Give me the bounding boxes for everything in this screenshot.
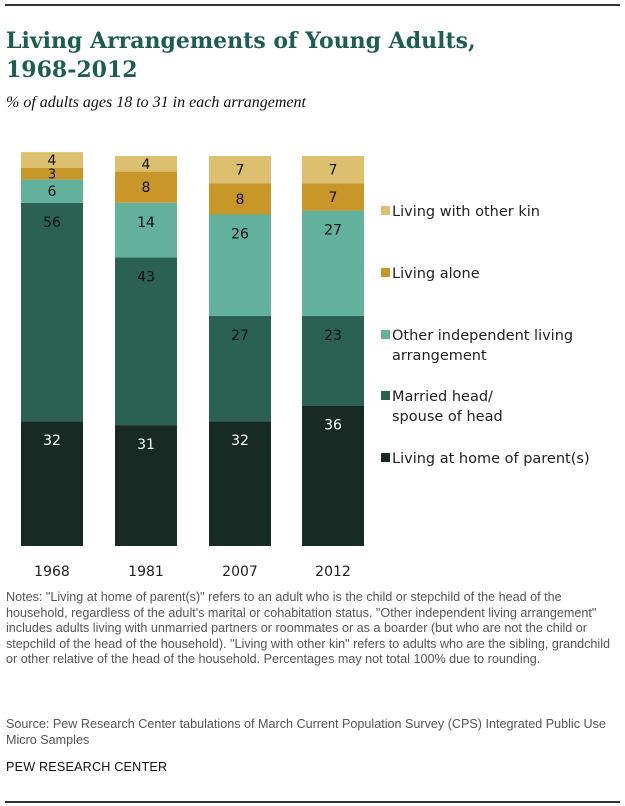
data-label-1968-living-with-other-kin: 4 (48, 153, 57, 169)
data-label-2007-other-independent-living-arrangement: 26 (231, 227, 249, 243)
bar-segment-2012-married-head-spouse-of-head (302, 315, 364, 406)
legend-label-other-independent-living-arrangement-line2: arrangement (392, 348, 487, 364)
bar-segment-2012-living-at-home-of-parent-s (302, 405, 364, 546)
chart-title: Living Arrangements of Young Adults, 196… (6, 28, 476, 83)
x-axis-labels: 1968 1981 2007 2012 (34, 564, 351, 580)
x-tick-label-2012: 2012 (315, 564, 351, 580)
bar-segment-2012-living-with-other-kin (302, 156, 364, 184)
chart-subtitle: % of adults ages 18 to 31 in each arrang… (6, 94, 306, 111)
legend-swatch-other-independent-living-arrangement (381, 330, 390, 339)
organization-credit: PEW RESEARCH CENTER (6, 760, 168, 774)
x-tick-label-1981: 1981 (128, 564, 164, 580)
bar-segment-1981-other-independent-living-arrangement (115, 202, 177, 258)
data-label-2012-living-with-other-kin: 7 (329, 163, 338, 179)
data-label-1968-living-alone: 3 (48, 168, 56, 183)
x-tick-label-2007: 2007 (222, 564, 258, 580)
data-label-1968-married-head-spouse-of-head: 56 (43, 215, 61, 231)
data-label-2007-married-head-spouse-of-head: 27 (231, 328, 249, 344)
data-label-2007-living-at-home-of-parent-s: 32 (231, 433, 249, 449)
data-label-2012-other-independent-living-arrangement: 27 (324, 223, 342, 239)
bar-segment-1968-other-independent-living-arrangement (21, 179, 83, 203)
legend: Living with other kin Living alone Other i… (381, 204, 590, 467)
data-label-1968-living-at-home-of-parent-s: 32 (43, 433, 61, 449)
bar-segment-2007-other-independent-living-arrangement (209, 214, 271, 316)
bar-segment-1968-married-head-spouse-of-head (21, 202, 83, 422)
bar-segment-2012-other-independent-living-arrangement (302, 210, 364, 316)
bar-segment-2007-living-at-home-of-parent-s (209, 421, 271, 546)
legend-swatch-living-at-home-of-parent-s (381, 453, 390, 462)
bottom-rule (5, 801, 620, 803)
legend-swatch-living-with-other-kin (381, 206, 390, 215)
data-label-1981-living-alone: 8 (142, 180, 151, 196)
legend-label-living-alone: Living alone (392, 266, 480, 282)
bar-segment-2012-living-alone (302, 183, 364, 211)
data-label-1981-living-at-home-of-parent-s: 31 (137, 437, 155, 453)
legend-swatch-living-alone (381, 268, 390, 277)
bar-segment-1981-married-head-spouse-of-head (115, 257, 177, 426)
data-label-2012-married-head-spouse-of-head: 23 (324, 328, 342, 344)
legend-label-living-with-other-kin: Living with other kin (392, 204, 540, 220)
data-label-1981-living-with-other-kin: 4 (142, 157, 151, 173)
chart-notes: Notes: "Living at home of parent(s)" ref… (6, 590, 611, 666)
legend-label-married-head-spouse-of-head-line2: spouse of head (392, 409, 503, 425)
bar-segment-1968-living-alone (21, 167, 83, 180)
data-label-1981-other-independent-living-arrangement: 14 (137, 215, 155, 231)
bar-segment-2007-living-alone (209, 183, 271, 215)
bar-segment-2007-married-head-spouse-of-head (209, 315, 271, 422)
top-rule (5, 4, 620, 6)
legend-swatch-married-head-spouse-of-head (381, 391, 390, 400)
data-label-2012-living-alone: 7 (329, 190, 338, 206)
legend-label-married-head-spouse-of-head: Married head/ (392, 389, 493, 405)
bar-segment-2007-living-with-other-kin (209, 156, 271, 184)
data-label-1981-married-head-spouse-of-head: 43 (137, 269, 155, 285)
legend-label-living-at-home-of-parent-s: Living at home of parent(s) (392, 451, 590, 467)
data-label-2007-living-alone: 8 (236, 192, 245, 208)
legend-label-other-independent-living-arrangement: Other independent living (392, 328, 573, 344)
x-tick-label-1968: 1968 (34, 564, 70, 580)
data-label-1968-other-independent-living-arrangement: 6 (48, 184, 57, 200)
bar-segment-1968-living-with-other-kin (21, 152, 83, 168)
chart-source: Source: Pew Research Center tabulations … (6, 717, 606, 747)
data-label-2007-living-with-other-kin: 7 (236, 163, 245, 179)
bar-segment-1981-living-at-home-of-parent-s (115, 425, 177, 546)
bar-segment-1981-living-alone (115, 171, 177, 203)
data-label-2012-living-at-home-of-parent-s: 36 (324, 418, 342, 434)
bar-segment-1968-living-at-home-of-parent-s (21, 421, 83, 546)
bar-segment-1981-living-with-other-kin (115, 156, 177, 172)
